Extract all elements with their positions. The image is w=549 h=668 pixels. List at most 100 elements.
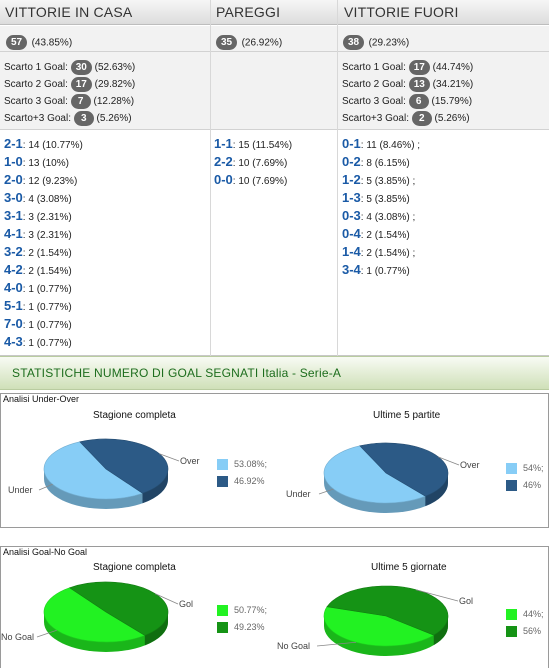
pie-slice-gol xyxy=(326,585,449,636)
score-value: 1-4 xyxy=(342,244,361,259)
header-away-wins: VITTORIE FUORI xyxy=(344,4,459,20)
score-count: : 2 (1.54%) ; xyxy=(360,248,416,259)
score-value: 1-1 xyxy=(214,136,233,151)
count-badge: 17 xyxy=(70,77,92,92)
scarto-row: Scarto 2 Goal: 13 (34.21%) xyxy=(342,77,473,92)
leader-line xyxy=(318,488,334,495)
pie-side-slice xyxy=(144,612,168,646)
score-item: 3-2: 2 (1.54%) xyxy=(4,243,83,261)
percent-text: (15.79%) xyxy=(431,96,473,107)
chart-title: Stagione completa xyxy=(93,410,176,421)
count-badge: 38 xyxy=(343,35,365,51)
legend-item-over: 46% xyxy=(506,480,542,492)
score-item: 4-0: 1 (0.77%) xyxy=(4,279,83,297)
leader-line xyxy=(316,641,357,647)
legend-swatch xyxy=(217,459,228,471)
score-count: : 13 (10%) xyxy=(22,158,69,169)
scarto-label: Scarto 3 Goal: xyxy=(4,96,68,107)
chart-title: Ultime 5 giornate xyxy=(371,562,447,573)
results-panel: VITTORIE IN CASA PAREGGI VITTORIE FUORI … xyxy=(0,0,549,356)
column-divider xyxy=(337,0,338,356)
score-count: : 3 (2.31%) xyxy=(22,212,72,223)
score-count: : 15 (11.54%) xyxy=(232,140,293,151)
column-divider xyxy=(210,0,211,356)
score-value: 7-0 xyxy=(4,316,23,331)
count-badge: 35 xyxy=(216,35,238,51)
score-count: : 4 (3.08%) xyxy=(22,194,72,205)
scarto-label: Scarto 2 Goal: xyxy=(4,79,68,90)
slice-label-under: Under xyxy=(8,485,33,495)
goal-nogoal-chart-box: Analisi Goal-No Goal Stagione completa U… xyxy=(0,546,549,668)
slice-label-gol: Gol xyxy=(179,599,194,609)
slice-label-over: Over xyxy=(180,456,200,466)
scarto-label: Scarto+3 Goal: xyxy=(4,113,71,124)
count-badge: 13 xyxy=(408,77,430,92)
legend-swatch xyxy=(217,605,228,617)
score-value: 0-4 xyxy=(342,226,361,241)
score-item: 3-0: 4 (3.08%) xyxy=(4,189,83,207)
pie-slice-no-goal xyxy=(323,606,435,647)
score-count: : 1 (0.77%) xyxy=(22,302,72,313)
score-value: 4-0 xyxy=(4,280,23,295)
scarto-label: Scarto+3 Goal: xyxy=(342,113,409,124)
score-value: 1-2 xyxy=(342,172,361,187)
score-item: 4-1: 3 (2.31%) xyxy=(4,225,83,243)
score-count: : 10 (7.69%) xyxy=(232,158,288,169)
score-count: : 2 (1.54%) xyxy=(360,230,410,241)
scarto-row: Scarto+3 Goal: 2 (5.26%) xyxy=(342,111,470,126)
score-value: 2-2 xyxy=(214,154,233,169)
score-value: 4-1 xyxy=(4,226,23,241)
score-count: : 5 (3.85%) xyxy=(360,194,410,205)
legend-swatch xyxy=(506,463,517,475)
score-count: : 1 (0.77%) xyxy=(22,338,72,349)
leader-line xyxy=(155,593,179,605)
score-count: : 1 (0.77%) xyxy=(22,284,72,295)
summary-home: 57 (43.85%) xyxy=(6,34,72,52)
legend-value: 53.08%; xyxy=(234,459,268,469)
under-over-pies xyxy=(38,438,460,513)
summary-band xyxy=(0,26,549,52)
score-item: 5-1: 1 (0.77%) xyxy=(4,297,83,315)
score-count: : 1 (0.77%) xyxy=(22,320,72,331)
score-count: : 4 (3.08%) ; xyxy=(360,212,416,223)
legend-item-nogoal: 50.77%; xyxy=(217,605,267,617)
chart-box-label: Analisi Goal-No Goal xyxy=(3,547,88,557)
score-count: : 12 (9.23%) xyxy=(22,176,78,187)
score-item: 3-1: 3 (2.31%) xyxy=(4,207,83,225)
score-count: : 10 (7.69%) xyxy=(232,176,288,187)
percent-text: (29.23%) xyxy=(368,37,410,49)
pie-side-slice xyxy=(142,469,168,504)
pie-side-slice xyxy=(425,473,448,507)
score-value: 0-0 xyxy=(214,172,233,187)
score-value: 3-2 xyxy=(4,244,23,259)
legend-value: 49.23% xyxy=(234,622,265,632)
score-value: 4-3 xyxy=(4,334,23,349)
percent-text: (44.74%) xyxy=(432,62,474,73)
scarto-row: Scarto 2 Goal: 17 (29.82%) xyxy=(4,77,135,92)
scarto-row: Scarto+3 Goal: 3 (5.26%) xyxy=(4,111,132,126)
chart-box-label: Analisi Under-Over xyxy=(3,394,80,404)
count-badge: 3 xyxy=(73,111,94,126)
score-item: 0-2: 8 (6.15%) xyxy=(342,153,420,171)
percent-text: (5.26%) xyxy=(96,113,132,124)
scarto-label: Scarto 2 Goal: xyxy=(342,79,406,90)
legend-value: 44%; xyxy=(523,609,544,619)
summary-draw: 35 (26.92%) xyxy=(216,34,282,52)
leader-line xyxy=(438,456,460,466)
slice-label-nogoal: No Goal xyxy=(277,641,311,651)
score-item: 4-2: 2 (1.54%) xyxy=(4,261,83,279)
score-item: 0-3: 4 (3.08%) ; xyxy=(342,207,420,225)
legend-value: 54%; xyxy=(523,463,544,473)
score-value: 0-1 xyxy=(342,136,361,151)
count-badge: 17 xyxy=(408,60,430,75)
legend-value: 46.92% xyxy=(234,476,265,486)
count-badge: 2 xyxy=(411,111,432,126)
slice-label-nogoal: No Goal xyxy=(1,632,35,642)
legend-value: 46% xyxy=(523,480,542,490)
pie-slice-under xyxy=(43,441,144,500)
score-value: 1-3 xyxy=(342,190,361,205)
score-item: 1-1: 15 (11.54%) xyxy=(214,135,292,153)
percent-text: (26.92%) xyxy=(241,37,283,49)
percent-text: (12.28%) xyxy=(93,96,135,107)
under-over-chart-box: Analisi Under-Over Stagione completa Ult… xyxy=(0,393,549,528)
